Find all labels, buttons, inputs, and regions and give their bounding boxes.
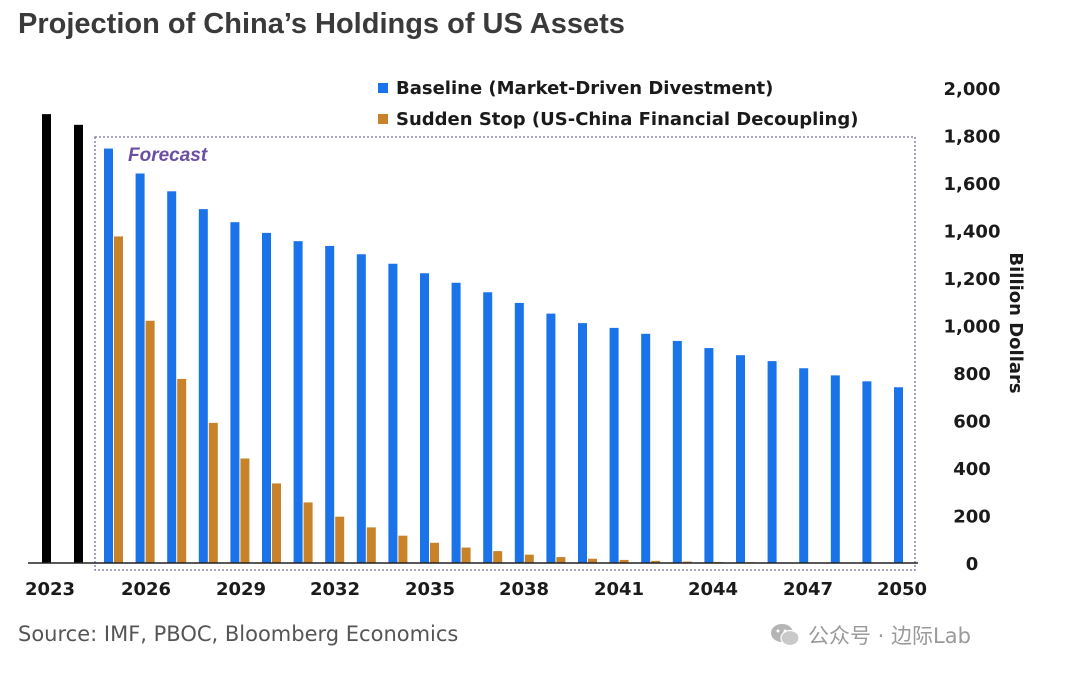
y-tick-label: 1,400 — [944, 222, 1001, 243]
x-tick-label: 2023 — [25, 579, 75, 600]
y-tick-label: 1,600 — [944, 174, 1001, 195]
bar-sudden-stop — [240, 458, 250, 563]
legend-swatch-baseline — [378, 83, 388, 93]
y-tick-label: 200 — [953, 507, 991, 528]
bar-baseline — [514, 302, 524, 563]
bar-baseline — [198, 209, 208, 563]
y-axis-label: Billion Dollars — [1005, 252, 1026, 393]
y-tick-labels: 0 200 400 600 800 1,000 1,200 1,400 1,600 1,800 2,… — [944, 79, 1001, 575]
bar-baseline — [262, 232, 271, 563]
bar-baseline — [830, 375, 840, 563]
bar-sudden-stop — [114, 236, 123, 563]
y-tick-label: 1,800 — [944, 127, 1001, 148]
bar-baseline — [356, 254, 366, 563]
y-tick-label: 400 — [953, 459, 991, 480]
x-tick-labels: 2023 2026 2029 2032 2035 2038 2041 2044 2047 2050 — [25, 579, 927, 600]
bar-baseline — [388, 263, 398, 563]
bar-sudden-stop — [145, 320, 155, 563]
bar-sudden-stop — [398, 535, 408, 563]
bar-sudden-stop — [619, 559, 629, 563]
bar-baseline — [767, 361, 777, 563]
y-tick-label: 1,200 — [944, 269, 1001, 290]
wechat-icon — [771, 624, 800, 647]
bar-sudden-stop — [651, 560, 661, 563]
bar-baseline — [451, 282, 461, 563]
x-tick-label: 2029 — [216, 579, 266, 600]
bar-baseline — [672, 340, 682, 563]
watermark-text: 公众号 · 边际Lab — [808, 624, 971, 648]
x-tick-label: 2026 — [121, 579, 171, 600]
bar-sudden-stop — [272, 483, 281, 563]
legend-swatch-sudden-stop — [378, 114, 388, 124]
bar-baseline — [104, 148, 113, 563]
x-tick-label: 2035 — [405, 579, 455, 600]
bar-baseline — [894, 387, 903, 563]
bar-baseline — [704, 348, 714, 563]
chart-title: Projection of China’s Holdings of US Ass… — [18, 8, 625, 40]
bar-baseline — [325, 245, 335, 563]
bar-sudden-stop — [461, 547, 471, 563]
bar-baseline — [546, 313, 556, 563]
y-tick-label: 0 — [966, 554, 979, 575]
bar-baseline — [293, 241, 303, 563]
bar-baseline — [862, 381, 872, 563]
bar-baseline — [641, 333, 651, 563]
y-tick-label: 800 — [953, 364, 991, 385]
x-tick-label: 2050 — [877, 579, 927, 600]
bar-sudden-stop — [493, 551, 503, 563]
legend-label-sudden-stop: Sudden Stop (US-China Financial Decoupli… — [396, 109, 858, 130]
bar-sudden-stop — [303, 502, 313, 563]
historical-bar — [42, 114, 51, 563]
watermark: 公众号 · 边际Lab — [770, 620, 971, 650]
legend: Baseline (Market-Driven Divestment) Sudd… — [378, 78, 858, 130]
source-note: Source: IMF, PBOC, Bloomberg Economics — [18, 622, 459, 646]
historical-bar — [74, 124, 83, 563]
y-tick-label: 1,000 — [944, 317, 1001, 338]
bar-sudden-stop — [208, 422, 218, 563]
forecast-label: Forecast — [128, 145, 208, 166]
y-tick-label: 2,000 — [944, 79, 1001, 100]
bar-baseline — [230, 222, 240, 563]
x-tick-label: 2041 — [594, 579, 644, 600]
bar-baseline — [135, 173, 145, 563]
bar-baseline — [578, 323, 587, 563]
bars — [42, 114, 903, 563]
bar-baseline — [483, 292, 493, 563]
bar-sudden-stop — [335, 516, 345, 563]
forecast-region — [94, 136, 916, 571]
bar-baseline — [609, 327, 619, 563]
x-tick-label: 2047 — [783, 579, 833, 600]
y-tick-label: 600 — [953, 412, 991, 433]
legend-label-baseline: Baseline (Market-Driven Divestment) — [396, 78, 773, 99]
x-tick-label: 2038 — [499, 579, 549, 600]
x-tick-label: 2044 — [688, 579, 738, 600]
bar-sudden-stop — [524, 554, 534, 563]
bar-sudden-stop — [177, 378, 187, 563]
x-tick-label: 2032 — [310, 579, 360, 600]
bar-sudden-stop — [366, 527, 376, 563]
bar-sudden-stop — [556, 557, 566, 563]
bar-baseline — [167, 191, 177, 563]
bar-baseline — [799, 368, 809, 563]
bar-baseline — [736, 355, 745, 563]
bar-baseline — [420, 273, 429, 563]
bar-sudden-stop — [588, 558, 597, 563]
bar-sudden-stop — [430, 542, 439, 563]
